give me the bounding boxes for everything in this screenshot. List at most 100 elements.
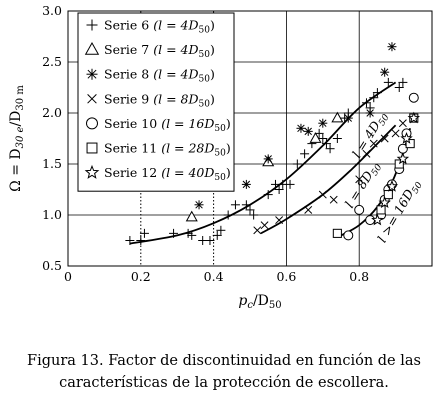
legend-entry: Serie 9 (l = 8D50): [104, 91, 215, 109]
data-point-triangle: [185, 210, 198, 222]
data-point-plus: [292, 159, 302, 169]
figure-caption: Figura 13. Factor de discontinuidad en f…: [0, 350, 448, 394]
y-tick-label: 0.5: [42, 258, 62, 273]
plot-frame: [67, 10, 433, 267]
data-point-x: [318, 190, 327, 199]
data-point-star: [407, 111, 421, 124]
legend-entry: Serie 11 (l = 28D50): [104, 141, 231, 159]
data-point-circle: [343, 230, 354, 241]
axis-labels: pc/D50 Ω = D30 e/D30 m: [8, 85, 282, 311]
legend-marker-x: [87, 94, 97, 104]
legend-marker-triangle: [84, 41, 100, 55]
caption-line-1: Figura 13. Factor de discontinuidad en f…: [27, 353, 421, 369]
data-point-plus: [372, 88, 382, 98]
data-point-plus: [223, 210, 233, 220]
data-point-plus: [274, 185, 284, 194]
data-point-plus: [249, 210, 259, 220]
data-point-plus: [245, 205, 255, 215]
data-point-plus: [263, 190, 273, 200]
data-point-plus: [321, 139, 331, 149]
curve-label: l = 8D50: [342, 158, 385, 212]
data-point-x: [253, 226, 262, 235]
legend-box: [77, 12, 235, 192]
data-point-asterisk: [318, 118, 328, 128]
data-point-plus: [300, 149, 310, 159]
data-point-plus: [325, 144, 335, 154]
legend-marker-asterisk: [86, 68, 98, 80]
data-point-asterisk: [387, 42, 397, 52]
data-point-asterisk: [343, 113, 353, 123]
data-point-asterisk: [303, 126, 313, 136]
data-point-plus: [361, 98, 371, 108]
y-tick-label: 2.0: [42, 105, 62, 120]
data-point-asterisk: [263, 154, 273, 164]
data-point-plus: [125, 236, 135, 245]
data-point-x: [260, 221, 269, 230]
data-point-circle: [354, 204, 365, 215]
data-points: [125, 42, 421, 245]
legend-entry: Serie 10 (l = 16D50): [104, 116, 231, 134]
legend-marker-plus: [86, 19, 98, 31]
x-tick-label: 0: [64, 269, 72, 284]
data-point-plus: [230, 200, 240, 210]
data-point-star: [371, 213, 384, 226]
x-tick-label: 0.4: [204, 269, 224, 284]
data-point-asterisk: [296, 123, 306, 133]
fit-curve: [260, 124, 397, 235]
data-point-plus: [183, 228, 193, 238]
data-point-x: [304, 205, 313, 214]
data-point-plus: [383, 77, 393, 87]
data-point-x: [275, 216, 284, 225]
data-point-plus: [169, 228, 179, 238]
data-point-plus: [332, 134, 342, 143]
axis-ticks: 0 0.2 0.4 0.6 0.8 0.5 1.0 1.5 2.0 2.5 3.0: [42, 3, 369, 284]
data-point-square: [383, 190, 393, 200]
chart: 0 0.2 0.4 0.6 0.8 0.5 1.0 1.5 2.0 2.5 3.0 l = 4D50…: [8, 3, 433, 311]
legend-entry: Serie 8 (l = 4D50): [104, 67, 215, 85]
legend-marker-circle: [86, 117, 98, 130]
data-point-plus: [241, 200, 251, 210]
data-point-x: [362, 149, 371, 158]
data-point-plus: [205, 236, 215, 245]
data-point-asterisk: [380, 67, 390, 77]
data-point-star: [396, 152, 410, 165]
x-axis-label: pc/D50: [238, 293, 281, 311]
data-point-x: [380, 134, 389, 143]
x-tick-label: 0.2: [131, 269, 151, 284]
data-point-asterisk: [194, 200, 204, 210]
x-tick-label: 0.6: [276, 269, 296, 284]
y-tick-label: 2.5: [42, 54, 62, 69]
data-point-x: [398, 119, 407, 128]
data-point-plus: [212, 230, 222, 240]
y-axis-label: Ω = D30 e/D30 m: [8, 85, 26, 192]
legend-entry: Serie 7 (l = 4D50): [104, 42, 215, 60]
data-point-circle: [365, 215, 376, 226]
data-point-square: [332, 228, 342, 238]
data-point-circle: [408, 92, 419, 103]
y-tick-label: 3.0: [42, 3, 62, 18]
legend-entry: Serie 6 (l = 4D50): [104, 18, 215, 36]
data-point-plus: [139, 228, 149, 238]
data-point-star: [400, 131, 413, 144]
legend-entry: Serie 12 (l = 40D50): [104, 165, 231, 183]
data-point-plus: [285, 179, 295, 189]
data-point-plus: [398, 77, 408, 87]
data-point-x: [391, 129, 400, 138]
data-point-x: [329, 195, 338, 204]
data-point-plus: [216, 225, 226, 235]
data-point-asterisk: [365, 108, 375, 118]
data-point-star: [378, 196, 391, 209]
data-point-asterisk: [241, 179, 251, 189]
x-tick-label: 0.8: [349, 269, 369, 284]
y-tick-label: 1.0: [42, 207, 62, 222]
data-point-plus: [318, 134, 328, 143]
legend-marker-star: [84, 164, 100, 179]
legend: Serie 6 (l = 4D50) Serie 7 (l = 4D50) Seri…: [77, 12, 235, 192]
data-point-triangle: [309, 132, 322, 143]
data-point-star: [385, 179, 399, 192]
data-point-plus: [136, 236, 146, 245]
data-point-plus: [187, 230, 197, 240]
data-point-triangle: [331, 111, 344, 123]
